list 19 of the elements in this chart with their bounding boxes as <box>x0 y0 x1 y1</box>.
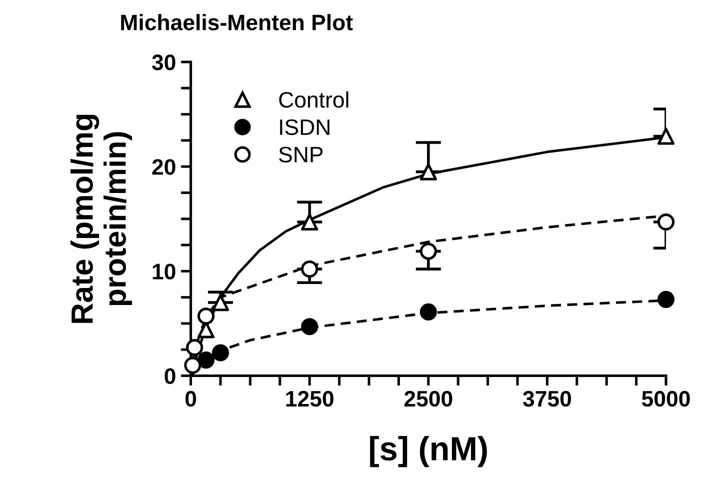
y-tick-label: 20 <box>152 159 176 175</box>
x-tick-label: 5000 <box>642 390 690 407</box>
point <box>420 163 437 180</box>
y-tick-label: 30 <box>152 54 176 70</box>
point <box>212 294 230 312</box>
legend-label: ISDN <box>280 119 330 136</box>
legend-label: SNP <box>279 146 323 162</box>
x-tick-label: 1250 <box>286 390 334 407</box>
x-tick-label: 0 <box>185 390 196 407</box>
x-tick-label: 2500 <box>404 390 452 407</box>
y-tick-label: 0 <box>164 368 176 384</box>
legend-label: Control <box>279 91 348 108</box>
y-tick-label: 10 <box>152 264 176 280</box>
point <box>301 213 318 231</box>
y-axis-title: Rate (pmol/mg protein/min) <box>70 114 132 323</box>
x-tick-label: 3750 <box>522 390 571 407</box>
chart-title: Michaelis-Menten Plot <box>121 14 353 30</box>
point <box>657 128 675 145</box>
x-axis-title: [s] (nM) <box>370 436 487 468</box>
